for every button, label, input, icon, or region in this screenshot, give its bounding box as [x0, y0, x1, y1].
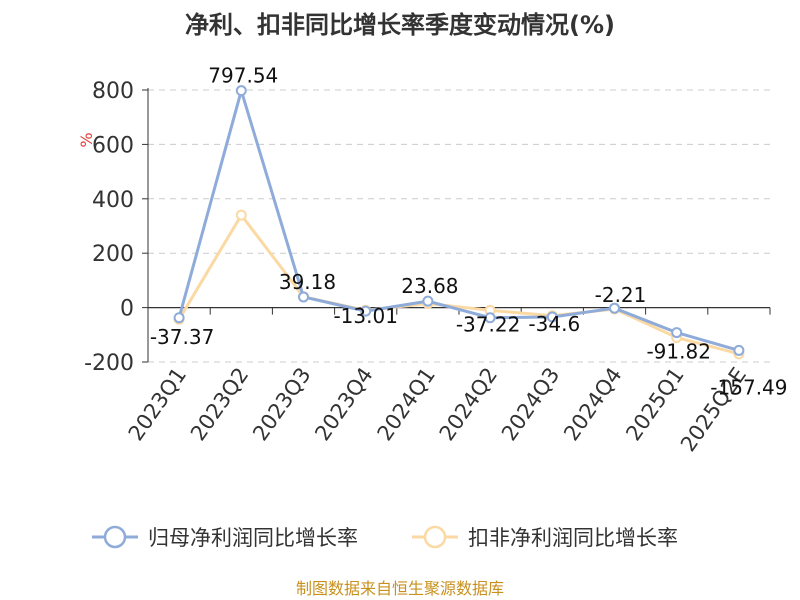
series-lines [173, 85, 745, 360]
data-label: -91.82 [646, 340, 710, 364]
data-label: 797.54 [208, 64, 278, 88]
grid-lines [148, 89, 770, 363]
legend-label: 扣非净利润同比增长率 [468, 526, 678, 550]
data-point [484, 312, 496, 324]
series-line [177, 89, 740, 352]
y-tick-label: 800 [92, 79, 134, 104]
data-point [235, 85, 247, 97]
data-point [609, 302, 620, 314]
data-point [298, 291, 309, 303]
data-label: -37.37 [150, 325, 214, 349]
y-axis-unit: % [77, 132, 96, 147]
series-line [177, 213, 740, 356]
y-tick-label: 0 [120, 297, 134, 322]
source-note: 制图数据来自恒生聚源数据库 [296, 579, 504, 598]
data-point [173, 312, 185, 324]
data-label: -37.22 [456, 313, 520, 337]
data-point [422, 295, 434, 307]
x-tick-label: 2023Q4 [310, 363, 377, 445]
x-tick-label: 2024Q4 [559, 363, 626, 445]
legend-marker [103, 525, 127, 549]
y-axis: 800 600 400 200 0 -200 [84, 79, 149, 376]
data-label: -157.49 [710, 375, 787, 399]
x-tick-label: 2024Q3 [497, 363, 564, 445]
y-tick-label: 200 [92, 242, 134, 267]
data-label: -13.01 [333, 304, 397, 328]
x-tick-label: 2024Q1 [373, 363, 440, 445]
legend-label: 归母净利润同比增长率 [148, 526, 358, 550]
y-tick-label: -200 [84, 351, 134, 376]
data-point [360, 305, 372, 317]
x-tick-label: 2025Q1 [621, 363, 688, 445]
data-label: 39.18 [279, 270, 336, 294]
y-tick-label: 400 [92, 188, 134, 213]
legend-marker [423, 525, 447, 549]
data-label: 23.68 [401, 274, 458, 298]
chart-title: 净利、扣非同比增长率季度变动情况(%) [185, 11, 615, 39]
y-tick-label: 600 [92, 133, 134, 158]
data-point [671, 327, 683, 339]
x-tick-label: 2023Q2 [186, 363, 253, 445]
x-tick-label: 2024Q2 [435, 363, 502, 445]
data-label: -34.6 [528, 312, 580, 336]
data-label: -2.21 [595, 283, 647, 307]
data-point [546, 311, 558, 323]
legend: 归母净利润同比增长率 扣非净利润同比增长率 [92, 525, 678, 550]
data-point [733, 344, 745, 356]
x-tick-label: 2023Q3 [248, 363, 315, 445]
data-point [235, 209, 247, 221]
